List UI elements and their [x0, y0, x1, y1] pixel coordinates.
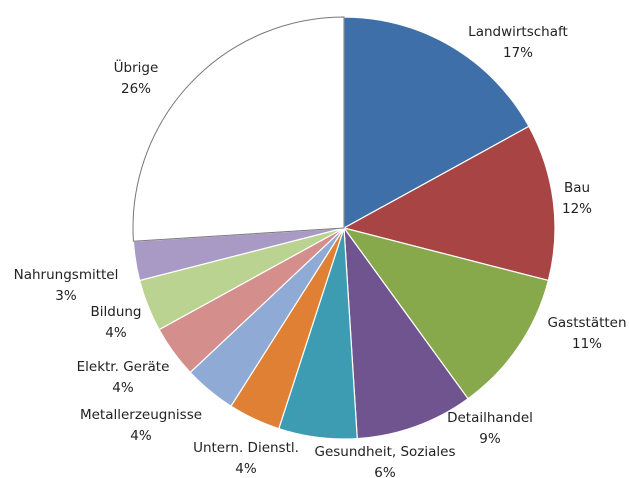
slice-value-label: 4% — [112, 380, 134, 396]
slice-value-label: 4% — [130, 428, 152, 444]
slice-label: Nahrungsmittel — [14, 267, 119, 283]
slice-value-label: 4% — [105, 325, 127, 341]
pie-slice — [342, 125, 556, 282]
slice-label: Detailhandel — [447, 410, 533, 426]
slice-label: Landwirtschaft — [468, 24, 568, 40]
slice-value-label: 4% — [235, 461, 257, 477]
slice-value-label: 3% — [55, 288, 77, 304]
pie-slice — [343, 16, 530, 230]
slice-value-label: 26% — [121, 81, 151, 97]
pie-slice — [343, 225, 469, 440]
slice-label: Elektr. Geräte — [77, 359, 170, 375]
slice-value-label: 17% — [503, 45, 533, 61]
slice-label: Gaststätten — [547, 315, 626, 331]
slice-label: Bildung — [90, 304, 141, 320]
slice-value-label: 9% — [479, 431, 501, 447]
slice-label: Bau — [564, 180, 590, 196]
slice-label: Metallerzeugnisse — [80, 407, 202, 423]
slice-value-label: 11% — [572, 336, 602, 352]
slice-label: Übrige — [114, 58, 159, 76]
slice-label: Gesundheit, Soziales — [315, 444, 456, 460]
pie-slice — [342, 227, 550, 400]
slice-value-label: 12% — [562, 201, 592, 217]
slice-value-label: 6% — [374, 465, 396, 478]
slice-label: Untern. Dienstl. — [193, 440, 299, 456]
pie-slice — [132, 16, 345, 242]
